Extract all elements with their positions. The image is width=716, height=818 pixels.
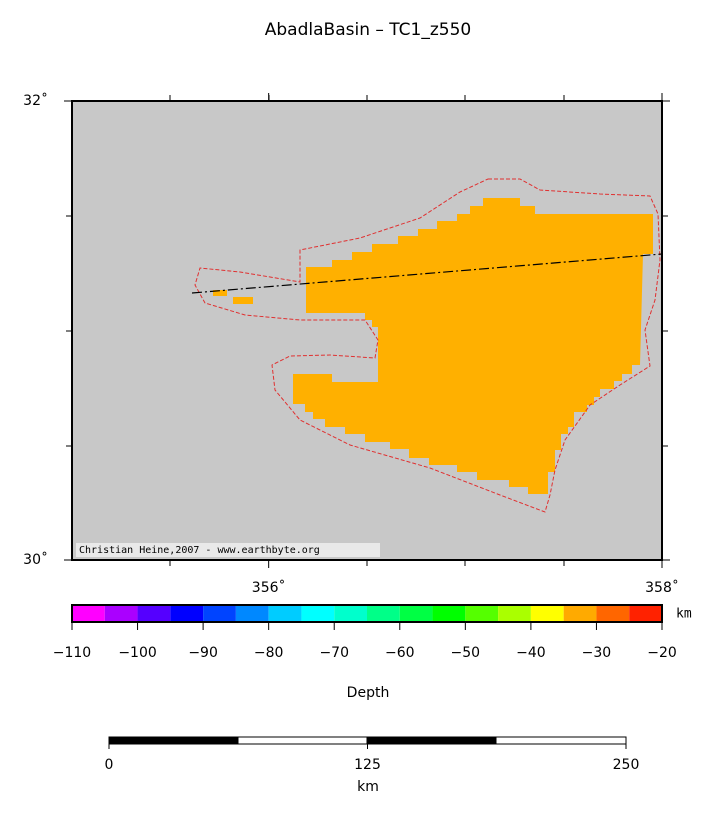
- colorbar-tick-label: −110: [53, 645, 91, 661]
- scalebar-label: km: [357, 779, 379, 795]
- colorbar-cell: [399, 605, 433, 622]
- colorbar-cell: [137, 605, 171, 622]
- colorbar-tick-label: −20: [647, 645, 677, 661]
- scalebar-tick-label: 250: [613, 757, 640, 773]
- minor-ticks: [66, 95, 668, 566]
- x-tick-label: 358˚: [645, 579, 679, 596]
- colorbar-tick-label: −90: [188, 645, 218, 661]
- map: Christian Heine,2007 - www.earthbyte.org: [66, 95, 668, 566]
- colorbar-cell: [235, 605, 269, 622]
- colorbar-cell: [367, 605, 400, 622]
- colorbar-tick-label: −30: [582, 645, 612, 661]
- colorbar-cell: [498, 605, 531, 622]
- colorbar-tick-label: −60: [385, 645, 415, 661]
- colorbar-label: Depth: [347, 685, 390, 701]
- colorbar-unit: km: [676, 607, 692, 622]
- scalebar-tick-label: 125: [354, 757, 381, 773]
- basin-area: [293, 198, 653, 494]
- colorbar-cell: [432, 605, 466, 622]
- colorbar-cell: [72, 605, 105, 622]
- colorbar-tick-label: −80: [254, 645, 284, 661]
- colorbar-tick-label: −100: [118, 645, 156, 661]
- y-tick-label: 32˚: [23, 92, 48, 109]
- basin-grid: [213, 198, 653, 494]
- scalebar-tick-label: 0: [105, 757, 114, 773]
- colorbar-tick-label: −70: [319, 645, 349, 661]
- y-tick-label: 30˚: [23, 551, 48, 568]
- colorbar-tick-label: −40: [516, 645, 546, 661]
- colorbar-cell: [203, 605, 236, 622]
- credit: Christian Heine,2007 - www.earthbyte.org: [79, 545, 320, 556]
- basin-cell: [233, 297, 253, 304]
- title: AbadlaBasin – TC1_z550: [265, 20, 471, 40]
- colorbar-cell: [530, 605, 564, 622]
- colorbar-frame: [71, 604, 663, 623]
- colorbar-tick-label: −50: [451, 645, 481, 661]
- colorbar-cell: [465, 605, 499, 622]
- credit-box: [76, 543, 380, 557]
- colorbar-cell: [104, 605, 138, 622]
- x-tick-label: 356˚: [252, 579, 286, 596]
- colorbar-cell: [268, 605, 302, 622]
- colorbar-cell: [563, 605, 597, 622]
- basin-cell: [213, 290, 227, 296]
- colorbar-cell: [629, 605, 662, 622]
- colorbar-cell: [301, 605, 335, 622]
- colorbar-cell: [170, 605, 204, 622]
- colorbar-cell: [596, 605, 630, 622]
- profile-line: [191, 253, 663, 294]
- colorbar-cell: [334, 605, 367, 622]
